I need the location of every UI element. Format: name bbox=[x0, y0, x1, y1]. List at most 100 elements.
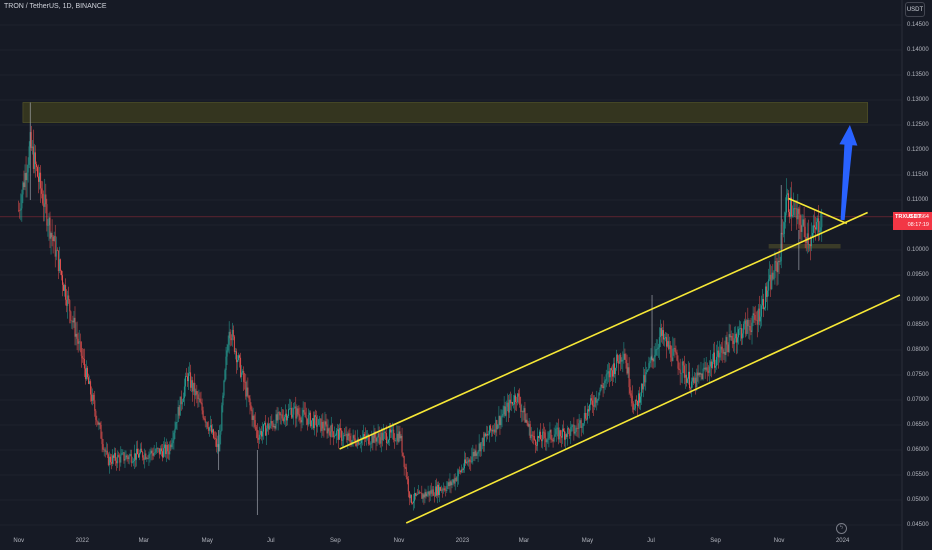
candle-body bbox=[385, 433, 387, 444]
candle-body bbox=[247, 387, 249, 396]
candle-body bbox=[422, 494, 424, 499]
candle-body bbox=[158, 448, 160, 455]
candle-body bbox=[197, 394, 199, 400]
candle-body bbox=[600, 384, 602, 391]
candle-body bbox=[753, 313, 755, 315]
candle-body bbox=[253, 415, 255, 421]
candle-body bbox=[496, 420, 498, 430]
candle-body bbox=[666, 337, 668, 347]
candle-body bbox=[312, 418, 313, 421]
candle-body bbox=[534, 439, 536, 446]
candle-body bbox=[299, 415, 301, 421]
candle-body bbox=[36, 164, 37, 168]
candle-body bbox=[238, 355, 239, 361]
candle-body bbox=[672, 348, 674, 362]
candle-body bbox=[80, 342, 82, 356]
price-label-countdown: 08:17:19 bbox=[907, 222, 929, 228]
lightning-icon[interactable]: ϟ bbox=[836, 523, 847, 534]
candle-body bbox=[354, 438, 356, 444]
candle-body bbox=[113, 455, 114, 458]
candle-body bbox=[423, 494, 425, 498]
candle-body bbox=[118, 455, 120, 457]
candle-body bbox=[394, 439, 396, 441]
candle-body bbox=[564, 431, 565, 440]
candle-body bbox=[398, 431, 400, 442]
candle-body bbox=[529, 424, 531, 439]
candle-body bbox=[580, 420, 582, 428]
candle-body bbox=[217, 444, 219, 447]
candle-body bbox=[128, 455, 130, 460]
candle-body bbox=[352, 435, 354, 441]
candle-body bbox=[188, 373, 189, 382]
candle-body bbox=[590, 398, 592, 405]
candle-body bbox=[586, 409, 588, 420]
candle-body bbox=[144, 453, 146, 460]
candle-body bbox=[722, 349, 724, 354]
candle-body bbox=[532, 435, 534, 437]
candle-body bbox=[685, 374, 687, 383]
x-tick-label: Mar bbox=[518, 538, 530, 544]
candle-body bbox=[166, 444, 168, 455]
candle-body bbox=[410, 494, 412, 504]
candle-body bbox=[338, 429, 339, 440]
trendlines-layer bbox=[339, 125, 901, 524]
y-tick-label: 0.14500 bbox=[907, 22, 929, 28]
candle-body bbox=[444, 488, 446, 491]
candle-body bbox=[440, 487, 442, 491]
candle-body bbox=[475, 450, 477, 456]
candle-body bbox=[140, 448, 142, 454]
candle-body bbox=[797, 208, 799, 220]
candle-body bbox=[310, 420, 312, 427]
x-tick-label: Nov bbox=[773, 538, 785, 544]
candle-body bbox=[232, 329, 234, 337]
candle-body bbox=[177, 407, 179, 423]
currency-button[interactable]: USDT bbox=[905, 2, 925, 17]
candle-body bbox=[319, 418, 321, 420]
candle-body bbox=[164, 444, 166, 449]
candle-body bbox=[505, 406, 507, 416]
candle-body bbox=[457, 470, 459, 477]
candle-body bbox=[210, 425, 212, 433]
candle-body bbox=[468, 459, 470, 463]
candle-body bbox=[742, 333, 744, 339]
candle-body bbox=[66, 299, 68, 306]
candle-body bbox=[521, 411, 523, 413]
candle-body bbox=[541, 439, 543, 442]
candle-body bbox=[163, 448, 164, 458]
candle-body bbox=[653, 356, 655, 362]
candle-body bbox=[34, 152, 36, 165]
candle-body bbox=[699, 372, 701, 375]
candle-body bbox=[726, 337, 728, 345]
candle-body bbox=[69, 300, 71, 312]
candle-body bbox=[30, 132, 32, 149]
candle-body bbox=[619, 354, 621, 364]
candle-body bbox=[57, 250, 59, 271]
candle-body bbox=[380, 432, 382, 444]
candle-body bbox=[516, 401, 518, 403]
candle-body bbox=[303, 409, 305, 413]
candle-body bbox=[107, 454, 109, 466]
candle-body bbox=[739, 328, 740, 330]
candle-body bbox=[630, 393, 632, 396]
y-tick-label: 0.05500 bbox=[907, 472, 929, 478]
candle-body bbox=[729, 334, 731, 338]
candle-body bbox=[632, 403, 634, 410]
candle-body bbox=[697, 372, 699, 376]
candle-body bbox=[577, 428, 579, 429]
candle-body bbox=[147, 458, 149, 459]
candle-body bbox=[465, 459, 467, 464]
candle-body bbox=[32, 146, 34, 169]
candle-body bbox=[636, 400, 638, 407]
candle-body bbox=[656, 349, 658, 350]
candle-body bbox=[559, 430, 561, 437]
candle-body bbox=[288, 409, 289, 417]
candle-body bbox=[191, 380, 193, 388]
candle-body bbox=[679, 369, 681, 374]
candle-body bbox=[395, 440, 397, 442]
candle-body bbox=[735, 334, 737, 343]
candle-body bbox=[231, 329, 233, 341]
candle-body bbox=[749, 325, 751, 331]
candle-body bbox=[649, 361, 651, 364]
triangle-top-line bbox=[788, 197, 848, 225]
